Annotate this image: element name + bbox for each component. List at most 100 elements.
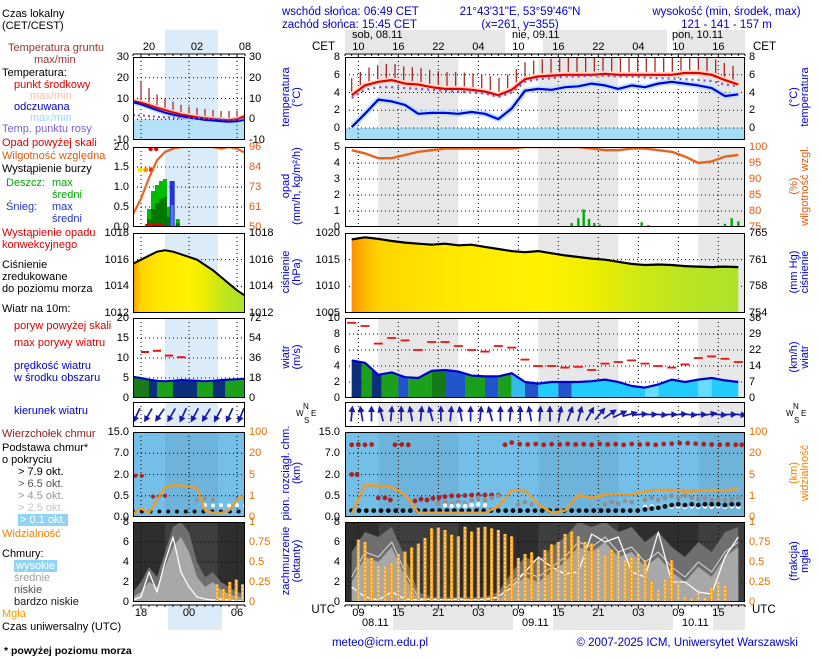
panel-cis-mini — [133, 233, 245, 313]
tick-label-left: 15.0 — [318, 426, 340, 438]
legend-label: max/min — [30, 112, 72, 124]
tick-label-right: 18 — [249, 372, 262, 384]
tick-label-right: 758 — [749, 280, 768, 293]
legend-label: w środku obszaru — [14, 372, 101, 384]
tick-label-left: 8 — [333, 516, 340, 528]
panel-dir-mini — [133, 402, 245, 427]
tick-label-left: 4 — [333, 157, 340, 169]
altitude-label: wysokość (min, środek, max) — [652, 6, 801, 18]
tick-label-right: 10 — [249, 92, 262, 105]
tick-label-left: 0.5 — [113, 201, 129, 213]
legend-label: max/min — [34, 54, 76, 66]
tick-label-left: 1.0 — [113, 181, 129, 193]
date-label-top: pon, 10.11 — [672, 29, 724, 41]
tick-label-right: 5 — [249, 468, 256, 481]
tick-label-left: 0.0 — [324, 511, 340, 523]
tick-label-left: 7.0 — [324, 447, 340, 460]
tick-label-left: 7.0 — [113, 447, 129, 460]
panel-zach-main — [345, 522, 745, 602]
legend-label: do poziomu morza — [2, 283, 93, 295]
tick-label-left: 15.0 — [107, 426, 129, 438]
legend-label: Ciśnienie — [2, 259, 48, 271]
sunset-time: zachód słońca: 15:45 CET — [282, 19, 417, 31]
legend-label: średnie — [14, 572, 51, 584]
legend-label: zredukowane — [2, 271, 68, 283]
tick-label-left: 4 — [333, 556, 340, 568]
tick-label-right: 20 — [249, 447, 262, 460]
tick-label-left: 1005 — [315, 307, 340, 319]
legend-label: Wiatr na 10m: — [2, 303, 71, 315]
tick-label-left: 10 — [116, 92, 129, 105]
tick-label-left: 2.0 — [113, 468, 129, 481]
date-label-bottom: 10.11 — [682, 617, 709, 629]
tick-label-left: 0 — [333, 122, 340, 134]
tick-label-right: 0 — [249, 511, 256, 523]
tick-label-right: 0.5 — [749, 556, 765, 568]
tick-label-left: 2.0 — [324, 468, 340, 481]
utc-tick: 03 — [472, 607, 485, 619]
date-label-bottom: 09.11 — [522, 617, 549, 629]
compass-n: N — [303, 402, 309, 411]
tick-label-right: 61 — [249, 201, 262, 213]
altitude-value: 121 - 141 - 157 m — [681, 19, 772, 31]
axis-title: wiatr (m/s) — [280, 344, 303, 370]
panel-opad-main — [345, 147, 745, 227]
tick-label-left: 8 — [122, 516, 129, 528]
tick-label-left: 1014 — [104, 280, 129, 293]
legend-label: kierunek wiatru — [14, 405, 88, 417]
cet-tick-mini: 20 — [142, 41, 156, 53]
legend-label: Czas lokalny — [2, 8, 65, 20]
utc-tick: 09 — [672, 607, 685, 619]
tick-label-right: 1014 — [249, 280, 274, 293]
tick-label-left: -10 — [113, 134, 129, 146]
tick-label-right: 96 — [249, 141, 262, 153]
tick-label-left: 6 — [333, 68, 340, 81]
utc-tick: 09 — [512, 607, 525, 619]
legend-label: średni — [52, 189, 82, 201]
tick-label-right: 20 — [749, 447, 762, 460]
utc-tick: 03 — [632, 607, 645, 619]
tick-label-left: 6 — [333, 344, 340, 356]
tick-label-left: 1010 — [315, 280, 340, 293]
legend-label: bardzo niskie — [14, 596, 79, 608]
legend-label: (CET/CEST) — [2, 20, 64, 32]
tick-label-right: 30 — [249, 51, 262, 63]
tick-label-left: 1012 — [104, 307, 129, 319]
legend-label: o pokryciu — [2, 454, 53, 466]
tick-label-left: 3 — [333, 173, 340, 185]
legend-label: odczuwana — [14, 101, 70, 113]
utc-label-bottom-right: UTC — [752, 604, 776, 616]
panel-chm-main — [345, 432, 745, 517]
tick-label-right: 2 — [749, 104, 756, 117]
utc-tick: 15 — [552, 607, 565, 619]
axis-title: zachmurzenie (oktanty) — [280, 526, 303, 596]
compass-e: E — [801, 409, 807, 418]
contact-email-link[interactable]: meteo@icm.edu.pl — [331, 637, 429, 649]
cet-tick: 04 — [632, 41, 645, 53]
legend-label: poryw powyżej skali — [14, 320, 112, 332]
tick-label-left: 30 — [116, 51, 129, 63]
tick-label-right: 36 — [749, 312, 762, 324]
tick-label-left: 1 — [333, 205, 340, 217]
tick-label-right: 54 — [249, 332, 262, 344]
cet-tick: 04 — [472, 41, 485, 53]
tick-label-left: 1015 — [315, 253, 340, 266]
tick-label-right: 5 — [749, 468, 756, 481]
tick-label-right: 80 — [749, 205, 762, 217]
cet-tick: 10 — [512, 41, 525, 53]
tick-label-left: 2 — [333, 189, 340, 201]
tick-label-right: 0.75 — [249, 536, 271, 548]
tick-label-right: 100 — [249, 426, 268, 438]
legend-label: Wierzchołek chmur — [2, 428, 96, 440]
axis-title: (km/h) wiatr — [788, 341, 811, 373]
compass-w: W — [786, 409, 794, 418]
tick-label-right: 0 — [249, 113, 256, 126]
tick-label-right: 1 — [249, 516, 256, 528]
compass-w: W — [296, 409, 304, 418]
tick-label-right: 1 — [749, 516, 756, 528]
cet-tick: 22 — [432, 41, 445, 53]
tick-label-left: 2.0 — [113, 141, 129, 153]
tick-label-left: 6 — [333, 536, 340, 548]
legend-label: Widzialność — [2, 528, 61, 540]
utc-tick: 21 — [432, 607, 445, 619]
